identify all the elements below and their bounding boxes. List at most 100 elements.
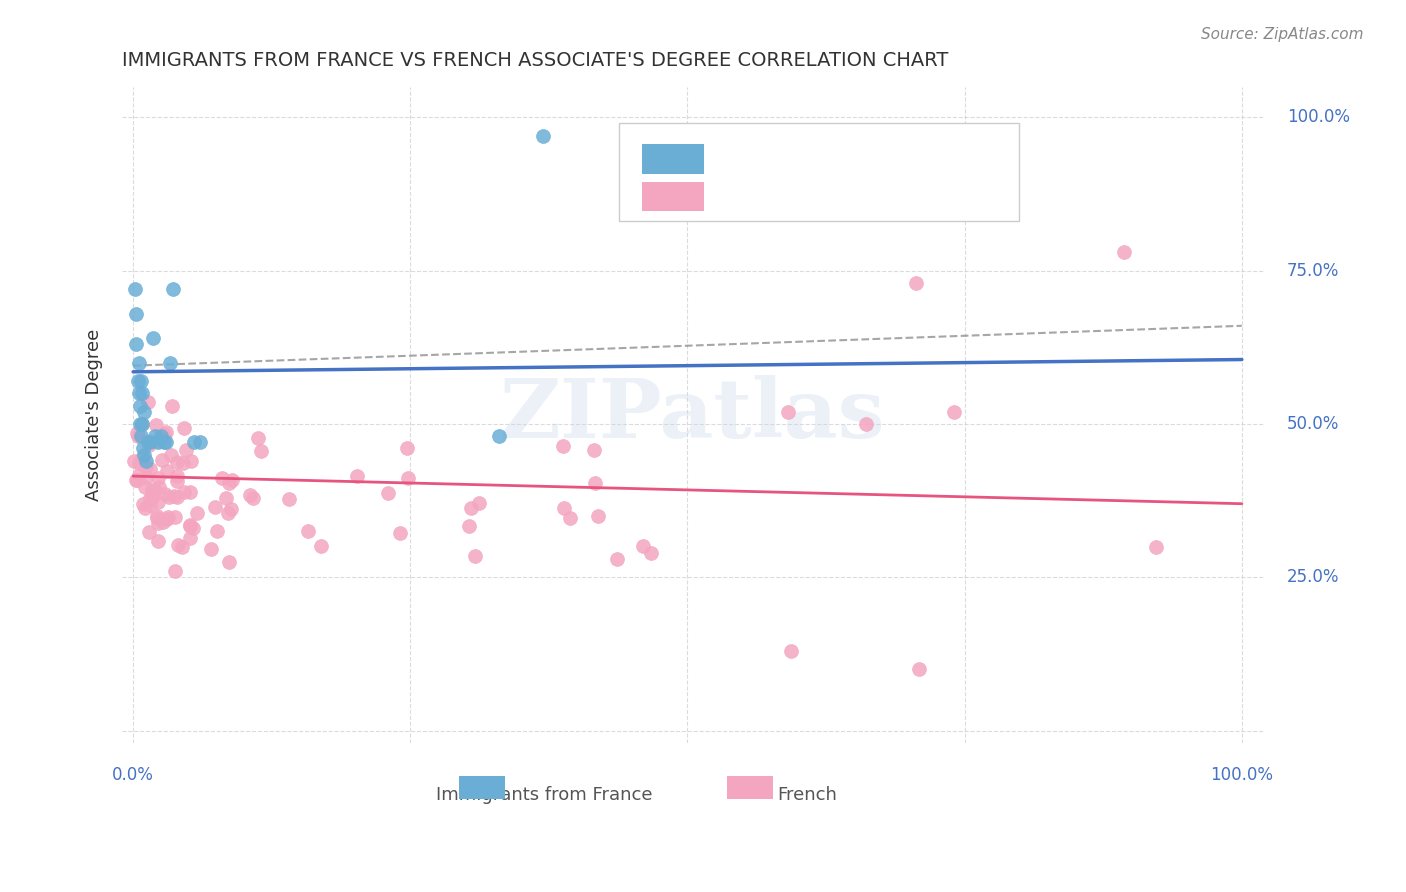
Point [146,495,169,509]
Point [205,524,228,538]
FancyBboxPatch shape [641,182,704,211]
Point [127,428,149,442]
Point [179,484,201,499]
Text: French: French [778,786,837,804]
Point [156,464,179,478]
Point [297,524,319,539]
Point [242,491,264,506]
Point [157,491,180,505]
Point [221,473,243,487]
Point [162,282,184,296]
Text: 25.0%: 25.0% [1286,568,1340,586]
Point [138,525,160,540]
Point [165,509,187,524]
Point [135,470,157,484]
Text: N=: N= [876,174,897,192]
Point [173,484,195,499]
Text: 100.0%: 100.0% [1286,108,1350,126]
Point [146,435,169,450]
Point [131,451,153,466]
Point [238,488,260,502]
Point [904,276,927,290]
Point [181,521,204,535]
Point [631,539,654,553]
Point [174,442,197,457]
Point [640,546,662,560]
Text: 109: 109 [927,174,960,192]
Point [560,511,582,525]
Point [908,662,931,676]
Point [218,555,240,569]
Point [166,490,188,504]
Text: ZIPatlas: ZIPatlas [501,375,886,455]
Point [162,399,184,413]
Point [139,462,162,476]
Point [464,549,486,563]
Point [129,429,152,443]
Point [146,511,169,525]
Point [553,501,575,516]
Point [148,471,170,485]
Point [143,483,166,497]
Text: R =: R = [716,135,748,153]
Text: Immigrants from France: Immigrants from France [436,786,652,804]
Point [153,487,176,501]
Point [157,510,180,524]
Point [128,456,150,470]
Point [166,474,188,488]
Text: -0.092: -0.092 [779,174,844,192]
Text: 0.025: 0.025 [779,135,834,153]
Point [179,518,201,533]
Point [389,525,412,540]
Point [153,427,176,442]
Text: 100.0%: 100.0% [1211,766,1274,784]
Point [183,435,205,450]
Point [458,518,481,533]
Point [132,497,155,511]
Point [179,531,201,545]
Point [155,435,177,450]
Point [134,500,156,515]
Point [780,644,803,658]
Point [217,506,239,520]
Point [250,443,273,458]
Point [468,496,491,510]
Point [135,454,157,468]
Point [166,538,188,552]
FancyBboxPatch shape [458,776,505,799]
Text: R =: R = [716,174,748,192]
Point [128,399,150,413]
Point [163,564,186,578]
Point [180,454,202,468]
Point [131,417,153,431]
Point [153,435,176,450]
Point [553,439,575,453]
Point [135,459,157,474]
Point [163,489,186,503]
Point [166,469,188,483]
Point [146,434,169,448]
Point [128,417,150,431]
Point [186,506,208,520]
Point [143,429,166,443]
Point [166,455,188,469]
Point [396,441,419,455]
Point [128,386,150,401]
Point [778,405,800,419]
Point [588,509,610,524]
Point [943,405,966,419]
Point [124,282,146,296]
FancyBboxPatch shape [727,776,773,799]
Point [125,337,148,351]
Point [173,421,195,435]
Point [188,435,211,450]
Point [152,430,174,444]
Point [148,480,170,494]
Point [172,540,194,554]
Point [155,425,177,440]
Point [139,435,162,450]
Point [278,491,301,506]
Point [134,448,156,462]
Y-axis label: Associate's Degree: Associate's Degree [86,328,103,501]
Point [128,468,150,483]
